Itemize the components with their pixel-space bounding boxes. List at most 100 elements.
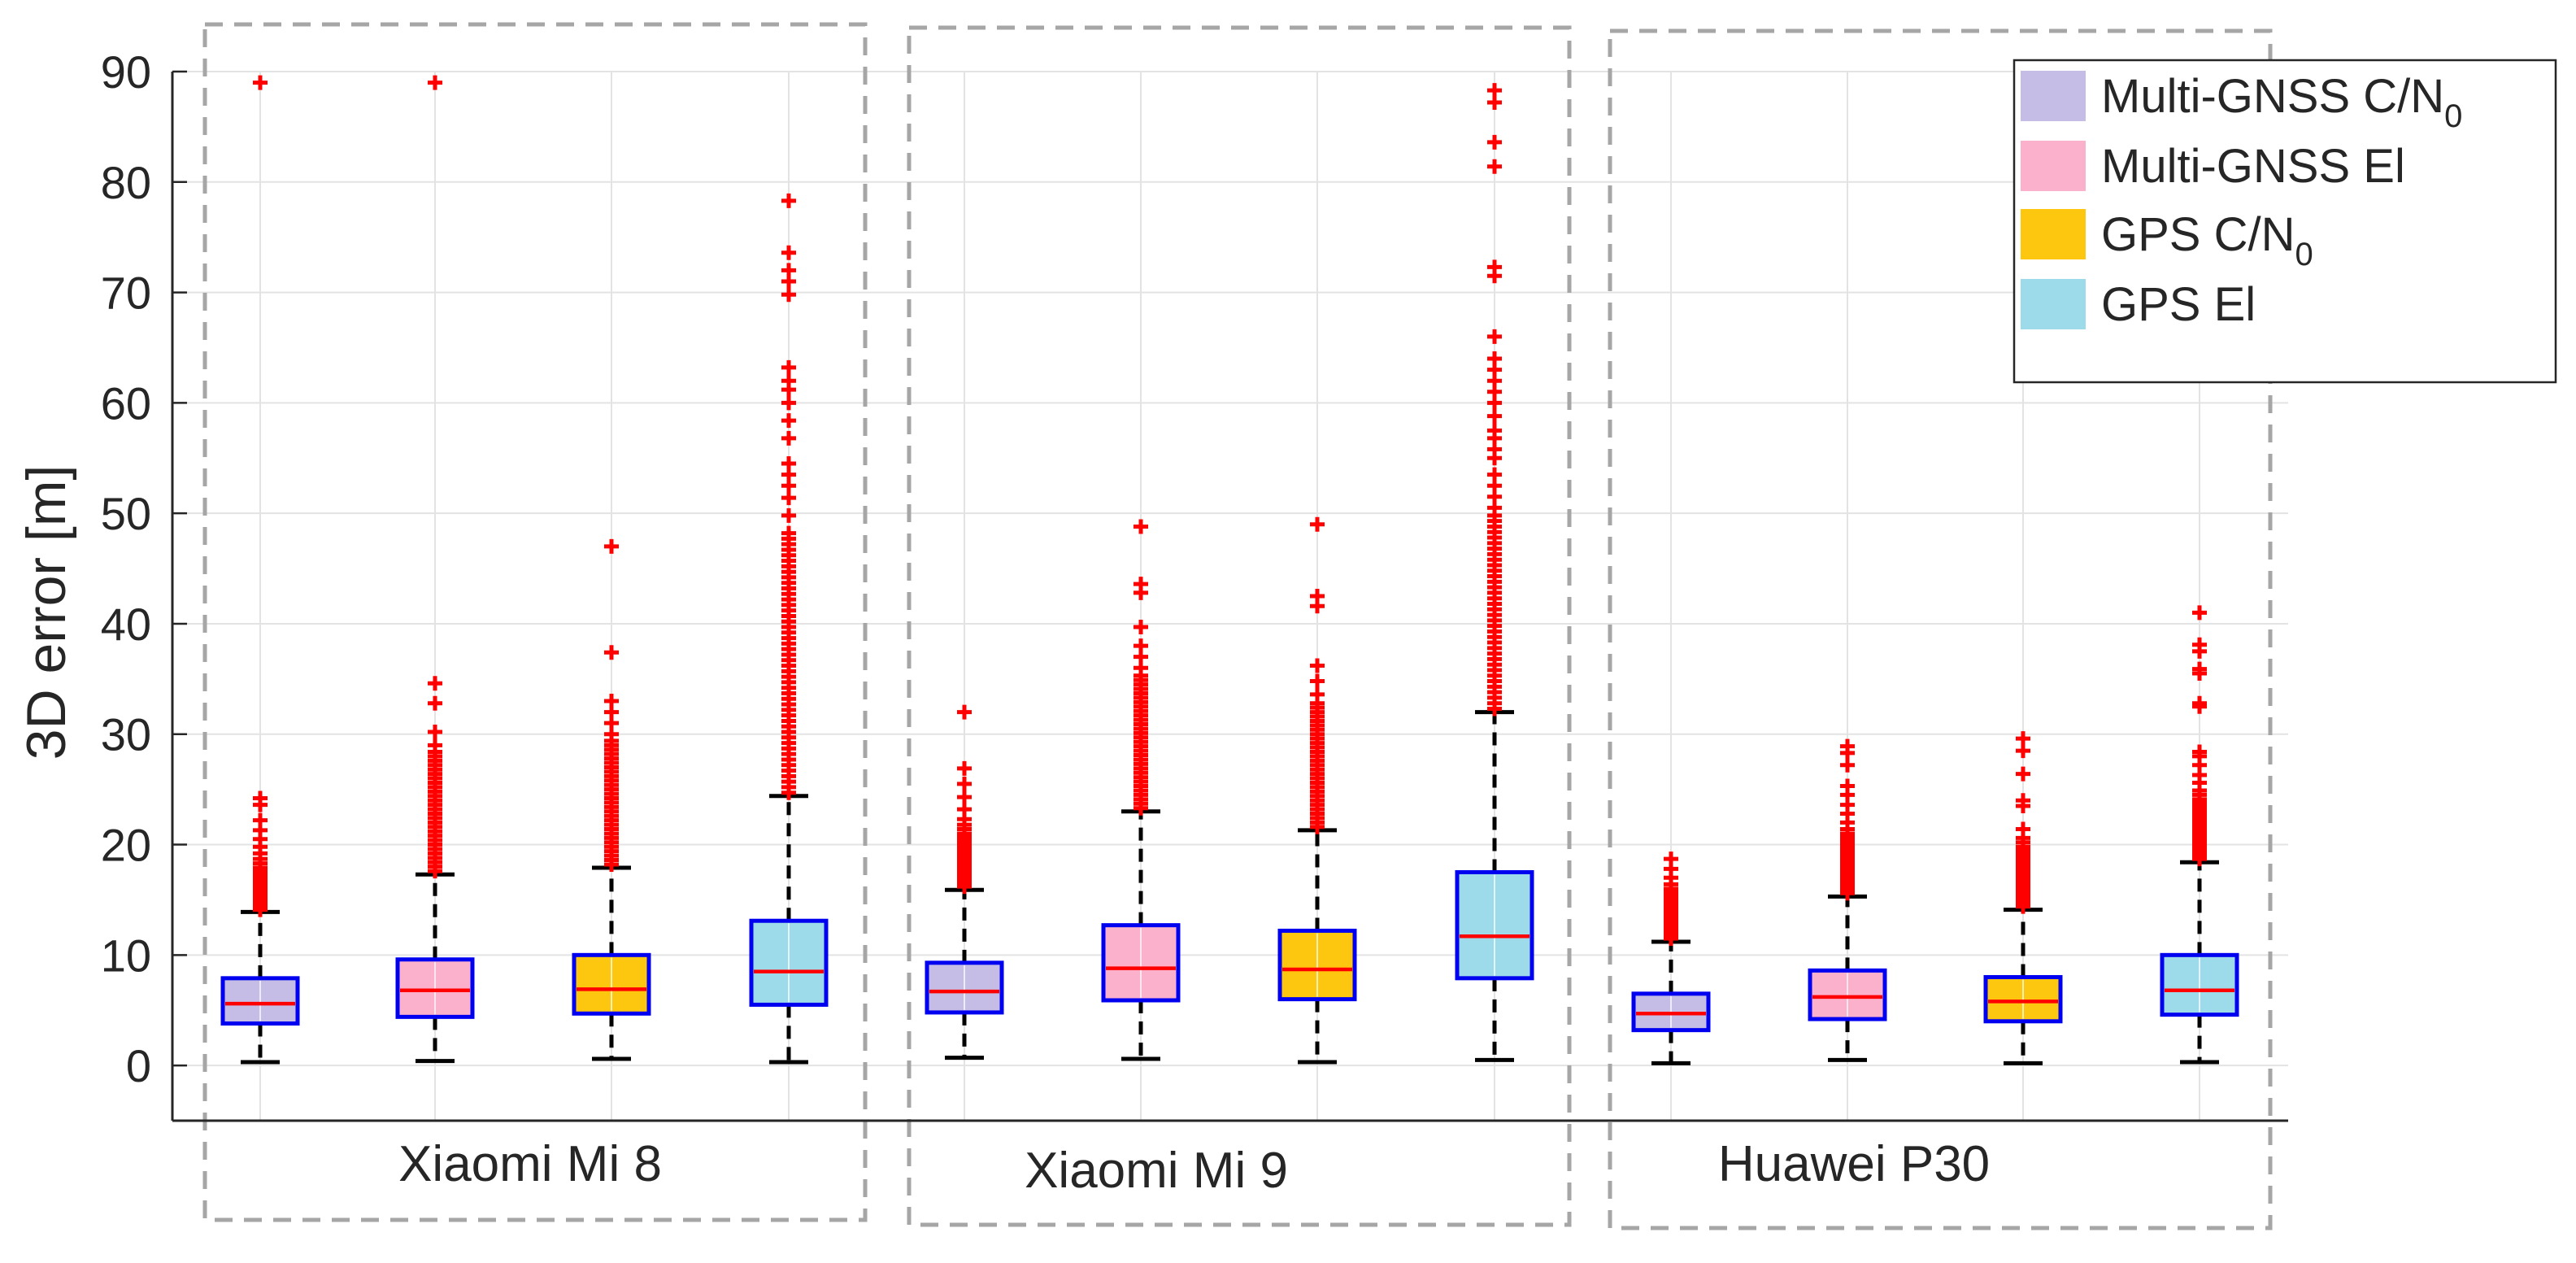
y-tick-label: 60 [101,377,151,429]
box-1 [220,75,300,1065]
y-tick-label: 0 [126,1040,151,1091]
legend-swatch [2021,141,2086,191]
outlier-marker [781,413,796,429]
outlier-marker [781,507,796,523]
outlier-marker [604,645,619,660]
outlier-marker [781,245,796,260]
outlier-marker [1487,351,1502,367]
outlier-marker [957,776,972,791]
outlier-marker [1487,408,1502,424]
axis-layer: 0 10 20 30 40 50 60 70 80 90 Xiaomi Mi 8 Xiaomi Mi … [101,46,2288,1199]
legend-entry-subscript: 0 [2444,98,2462,134]
outlier-marker [2016,793,2030,808]
legend-entry-label: GPS C/N [2101,208,2295,261]
outlier-marker [781,525,796,541]
box-10 [1808,738,1887,1062]
outlier-marker [1310,589,1325,603]
plot-area [172,72,2288,1121]
box-6 [1101,519,1181,1061]
legend-entry: Multi-GNSS El [2101,140,2405,193]
outlier-marker [428,695,442,711]
box-9 [1631,851,1711,1065]
legend-entry-label: GPS El [2101,278,2256,331]
outlier-marker [1840,738,1855,754]
box-7 [1277,516,1357,1065]
y-tick-label: 20 [101,820,151,871]
box-2 [395,75,475,1064]
outlier-marker [1487,83,1502,98]
outlier-marker [604,694,619,708]
box-4 [749,193,829,1065]
outlier-marker [1840,778,1855,794]
legend-entry-label: Multi-GNSS C/N [2101,70,2444,123]
y-tick-label: 80 [101,157,151,208]
outlier-marker [1134,519,1148,534]
box-5 [925,704,1004,1060]
outlier-marker [1487,329,1502,344]
outlier-marker [2192,637,2207,652]
legend-entry: Multi-GNSS C/N0 [2101,70,2462,134]
outlier-marker [1134,638,1148,654]
group-frames [202,22,2273,1230]
outlier-marker [957,760,972,776]
legend-entry: GPS El [2101,278,2256,331]
outlier-marker [1134,620,1148,635]
legend-swatch [2021,209,2086,259]
group-frame [1608,28,2273,1230]
outlier-marker [781,456,796,472]
outlier-marker [1664,851,1678,867]
outlier-marker [781,373,796,389]
y-tick-label: 40 [101,599,151,650]
outlier-marker [781,193,796,208]
outlier-marker [1310,673,1325,689]
box-layer [220,75,2239,1065]
outlier-marker [781,359,796,375]
y-tick-label: 30 [101,709,151,760]
outlier-marker [604,538,619,554]
outlier-marker [2192,605,2207,621]
outlier-marker [2192,661,2207,677]
outlier-marker [2016,821,2030,837]
outlier-marker [428,75,442,90]
legend-entry-subscript: 0 [2295,237,2313,272]
group-label: Xiaomi Mi 9 [1025,1143,1288,1199]
legend-swatch [2021,279,2086,329]
outlier-marker [428,738,442,753]
y-tick-label: 10 [101,930,151,981]
group-label: Huawei P30 [1718,1136,1990,1192]
outlier-marker [1487,259,1502,275]
outlier-marker [2016,766,2030,782]
group-label: Xiaomi Mi 8 [398,1136,662,1192]
y-axis-label: 3D error [m] [15,465,77,760]
outlier-marker [1487,467,1502,482]
outlier-marker [1310,516,1325,532]
y-tick-label: 70 [101,268,151,319]
legend-entry-label: Multi-GNSS El [2101,140,2405,193]
y-tick-label: 90 [101,46,151,98]
box-3 [572,538,651,1061]
outlier-marker [1487,423,1502,438]
outlier-marker [2016,731,2030,747]
outlier-marker [781,287,796,303]
group-frame [907,25,1572,1227]
outlier-marker [428,725,442,740]
outlier-marker [957,704,972,720]
outlier-marker [1310,658,1325,673]
grid-layer [172,71,2288,1121]
y-tick-label: 50 [101,488,151,539]
outlier-marker [781,263,796,278]
group-frame [202,22,868,1222]
outlier-marker [253,790,268,806]
legend-box [2012,59,2557,384]
box-12 [2160,605,2239,1065]
outlier-marker [2192,695,2207,711]
legend-entry: GPS C/N0 [2101,208,2313,272]
outlier-marker [957,790,972,805]
outlier-marker [253,75,268,90]
outlier-marker [253,812,268,828]
outlier-marker [428,676,442,691]
outlier-marker [1134,577,1148,592]
legend-swatch [2021,71,2086,121]
